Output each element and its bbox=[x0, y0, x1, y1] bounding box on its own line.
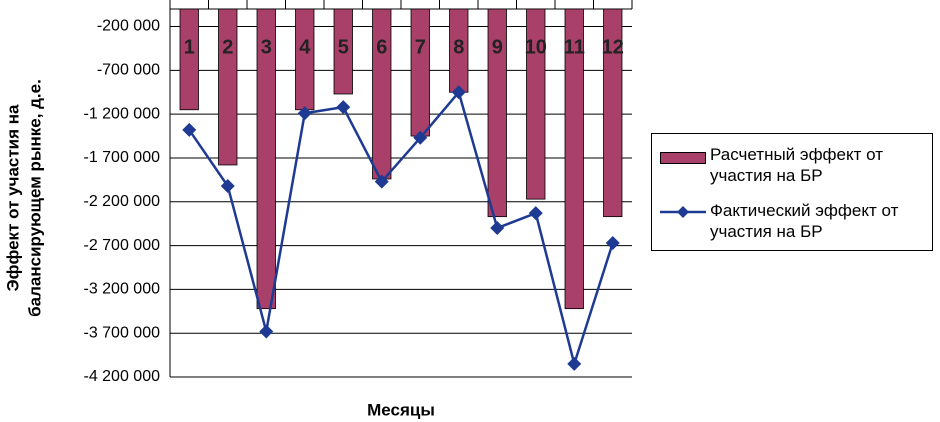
x-tick-label: 6 bbox=[376, 36, 387, 58]
y-tick-label: -3 700 000 bbox=[83, 324, 160, 341]
x-tick-label: 10 bbox=[525, 36, 547, 58]
x-tick-label: 5 bbox=[338, 36, 349, 58]
line-marker bbox=[528, 206, 543, 221]
y-tick-label: -2 200 000 bbox=[83, 193, 160, 210]
legend-label: Фактический эффект от участия на БР bbox=[710, 201, 899, 241]
x-tick-label: 4 bbox=[299, 36, 311, 58]
y-tick-label: -700 000 bbox=[97, 62, 160, 79]
legend-swatch bbox=[660, 206, 706, 218]
y-tick-label: -4 200 000 bbox=[83, 368, 160, 385]
x-tick-label: 11 bbox=[564, 36, 585, 58]
x-tick-label: 9 bbox=[492, 36, 503, 58]
bar bbox=[372, 8, 392, 180]
y-tick-label: -1 700 000 bbox=[83, 149, 160, 166]
line-marker bbox=[567, 356, 582, 371]
line-marker bbox=[182, 122, 197, 137]
y-tick-label: -200 000 bbox=[97, 18, 160, 35]
bar bbox=[179, 8, 199, 111]
bar bbox=[410, 8, 430, 137]
line-marker bbox=[259, 324, 274, 339]
x-tick-label: 12 bbox=[602, 36, 624, 58]
bar bbox=[256, 8, 276, 310]
line-marker bbox=[336, 100, 351, 115]
bar bbox=[487, 8, 507, 218]
y-axis-label: балансирующем рынке, д.е. bbox=[25, 79, 44, 317]
legend-label: Расчетный эффект от участия на БР bbox=[710, 145, 884, 185]
legend: Расчетный эффект от участия на БР Фактич… bbox=[651, 133, 933, 251]
x-tick-label: 3 bbox=[261, 36, 272, 58]
legend-swatch bbox=[660, 152, 706, 164]
line-marker bbox=[490, 221, 505, 236]
y-tick-label: -1 200 000 bbox=[83, 105, 160, 122]
bar bbox=[218, 8, 238, 166]
x-axis-label: Месяцы bbox=[367, 400, 435, 419]
x-tick-label: 1 bbox=[184, 36, 195, 58]
bar bbox=[603, 8, 623, 218]
bar bbox=[564, 8, 584, 310]
line-marker bbox=[605, 235, 620, 250]
line-marker bbox=[297, 106, 312, 121]
line-marker bbox=[374, 174, 389, 189]
legend-marker bbox=[677, 206, 689, 218]
y-axis-label: Эффект от участия на bbox=[3, 104, 22, 292]
line-marker bbox=[413, 130, 428, 145]
bar bbox=[526, 8, 546, 200]
x-tick-label: 2 bbox=[222, 36, 233, 58]
bar bbox=[333, 8, 353, 95]
x-tick-label: 7 bbox=[415, 36, 426, 58]
line bbox=[188, 89, 614, 369]
bar bbox=[295, 8, 315, 111]
x-tick-label: 8 bbox=[453, 36, 464, 58]
line-marker bbox=[220, 178, 235, 193]
line-marker bbox=[451, 85, 466, 100]
y-tick-label: -2 700 000 bbox=[83, 237, 160, 254]
y-tick-label: -3 200 000 bbox=[83, 281, 160, 298]
